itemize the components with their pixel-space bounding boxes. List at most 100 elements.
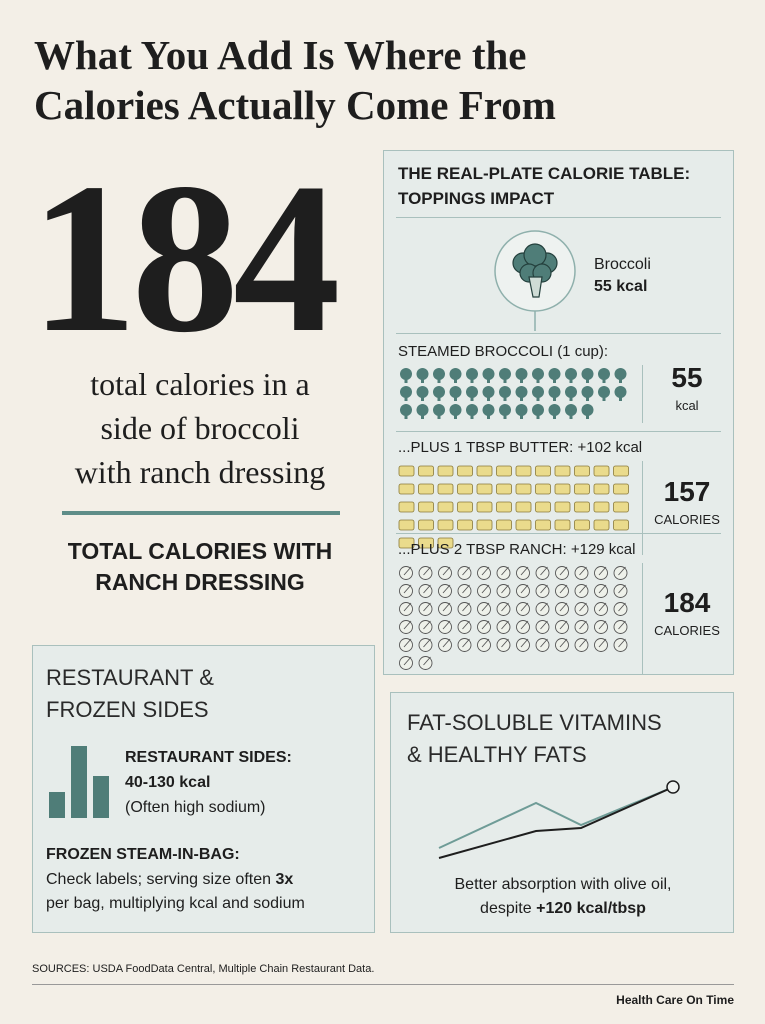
- vitamins-text: despite +120 kcal/tbsp: [391, 897, 735, 921]
- butter-icon: [437, 519, 454, 531]
- ranch-icon: [516, 602, 530, 616]
- spoon: [559, 566, 568, 576]
- broccoli-icon: [515, 368, 528, 383]
- butter-icon: [476, 465, 493, 477]
- broccoli-icon: [532, 368, 544, 383]
- broccoli-icon: [548, 368, 561, 383]
- spoon: [442, 602, 451, 612]
- floret: [433, 368, 445, 380]
- spoon: [403, 620, 412, 630]
- ranch-icon: [555, 584, 569, 598]
- butter-icon: [515, 483, 532, 495]
- floret: [416, 368, 429, 380]
- broccoli-icon: [598, 386, 610, 401]
- broccoli-icon: [581, 404, 594, 419]
- ranch-icon: [555, 638, 569, 652]
- hero-subhead: RANCH DRESSING: [95, 569, 305, 595]
- ranch-icon: [438, 566, 452, 580]
- spoon: [423, 584, 431, 594]
- ranch-icon: [438, 584, 452, 598]
- brand: Health Care On Time: [616, 993, 734, 1007]
- spoon: [442, 566, 451, 576]
- broccoli-icon: [433, 404, 445, 419]
- spoon: [403, 566, 412, 576]
- spoon: [462, 602, 470, 612]
- spoon: [618, 638, 626, 648]
- ranch-icon: [418, 620, 433, 634]
- broccoli-icon: [416, 404, 429, 419]
- ranch-icon: [399, 656, 413, 670]
- floret: [433, 404, 445, 416]
- butter-icon: [437, 483, 454, 495]
- row-separator: [642, 563, 643, 675]
- broccoli-icon: [598, 368, 610, 383]
- spoon: [423, 602, 431, 612]
- ranch-icon: [399, 584, 413, 598]
- spoon: [403, 602, 412, 612]
- floret: [548, 386, 561, 398]
- broccoli-icon: [614, 368, 627, 383]
- ranch-icon: [399, 566, 413, 580]
- butter-icon: [515, 519, 532, 531]
- trend-icon: [438, 780, 680, 859]
- row-label: STEAMED BROCCOLI (1 cup):: [398, 343, 609, 360]
- broccoli-icon: [416, 368, 429, 383]
- row-value: 184: [663, 587, 711, 618]
- row-value: 55: [671, 362, 703, 393]
- butter-icon: [418, 501, 434, 513]
- spoon: [481, 584, 490, 594]
- ranch-icon: [535, 584, 550, 598]
- butter-icon: [457, 501, 473, 513]
- butter-icon: [593, 465, 610, 477]
- hero-number: 184: [30, 138, 340, 377]
- spoon: [598, 620, 607, 630]
- spoon: [579, 638, 587, 648]
- spoon: [520, 638, 529, 648]
- row-separator: [642, 461, 643, 555]
- broccoli-icon: [400, 368, 412, 383]
- ranch-icon: [496, 602, 511, 616]
- floret: [400, 386, 412, 398]
- ranch-icon: [516, 566, 530, 580]
- ranch-icon: [535, 620, 550, 634]
- broccoli-icon: [482, 368, 495, 383]
- floret: [482, 368, 495, 380]
- floret: [548, 368, 561, 380]
- spoon: [403, 656, 412, 666]
- spoon: [520, 620, 529, 630]
- broccoli-icon: [466, 386, 478, 401]
- butter-icon: [418, 519, 434, 531]
- panel-title: FAT-SOLUBLE VITAMINS: [407, 710, 662, 735]
- spoon: [540, 584, 548, 594]
- floret: [515, 404, 528, 416]
- ranch-icon: [457, 566, 472, 580]
- floret: [598, 386, 610, 398]
- hero-caption: with ranch dressing: [74, 454, 326, 490]
- divider: [62, 511, 340, 515]
- ranch-icon: [477, 620, 491, 634]
- spoon: [598, 602, 607, 612]
- floret: [499, 404, 511, 416]
- spoon: [618, 602, 626, 612]
- floret: [515, 368, 528, 380]
- floret: [482, 404, 495, 416]
- ranch-icon: [418, 638, 433, 652]
- ranch-icon: [477, 584, 491, 598]
- ranch-icon: [438, 638, 452, 652]
- ranch-icon: [516, 620, 530, 634]
- spoon: [462, 638, 470, 648]
- broccoli-icon: [565, 386, 577, 401]
- rule: [396, 431, 721, 432]
- spoon: [423, 638, 431, 648]
- ranch-icon: [438, 602, 452, 616]
- butter-icon: [613, 465, 629, 477]
- ranch-icon: [613, 638, 628, 652]
- spoon: [598, 584, 607, 594]
- butter-icon: [418, 483, 434, 495]
- floret: [449, 386, 462, 398]
- spoon: [462, 620, 470, 630]
- sides-label: RESTAURANT SIDES:: [125, 749, 292, 766]
- ranch-icon: [399, 602, 413, 616]
- ranch-icon: [555, 620, 569, 634]
